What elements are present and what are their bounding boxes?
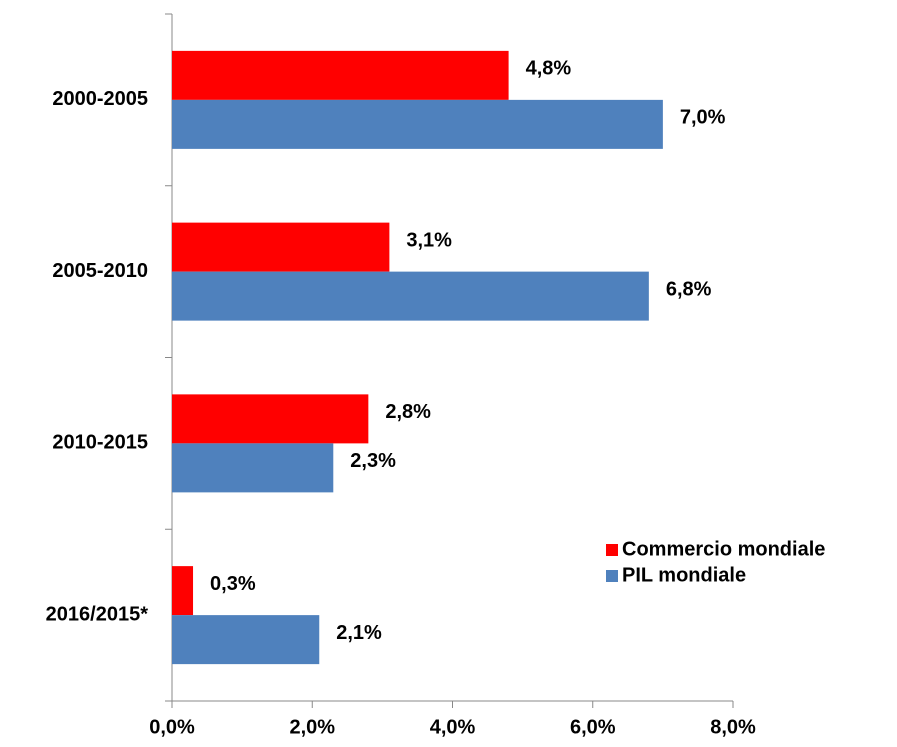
y-tick-label: 2010-2015 [52,432,148,454]
value-label: 0,3% [210,573,256,595]
legend-label: Commercio mondiale [622,538,825,560]
bar [172,443,334,493]
y-tick-label: 2016/2015* [46,603,149,625]
bar [172,566,194,616]
value-label: 2,8% [385,401,431,423]
x-tick-label: 2,0% [289,716,335,738]
y-tick-label: 2005-2010 [52,260,148,282]
y-tick-label: 2000-2005 [52,88,148,110]
value-label: 7,0% [680,107,726,129]
bar [172,99,663,149]
legend-label: PIL mondiale [622,564,746,586]
legend-swatch [606,544,618,556]
x-tick-label: 0,0% [149,716,195,738]
value-label: 2,1% [336,622,382,644]
value-label: 6,8% [666,278,712,300]
x-tick-label: 4,0% [430,716,476,738]
value-label: 4,8% [526,58,572,80]
x-tick-label: 8,0% [710,716,756,738]
x-tick-label: 6,0% [570,716,616,738]
bar [172,394,369,444]
value-label: 3,1% [406,229,452,251]
legend-swatch [606,570,618,582]
value-label: 2,3% [350,450,396,472]
bar [172,271,649,321]
bar [172,50,509,100]
bar [172,615,320,665]
bar [172,222,390,272]
